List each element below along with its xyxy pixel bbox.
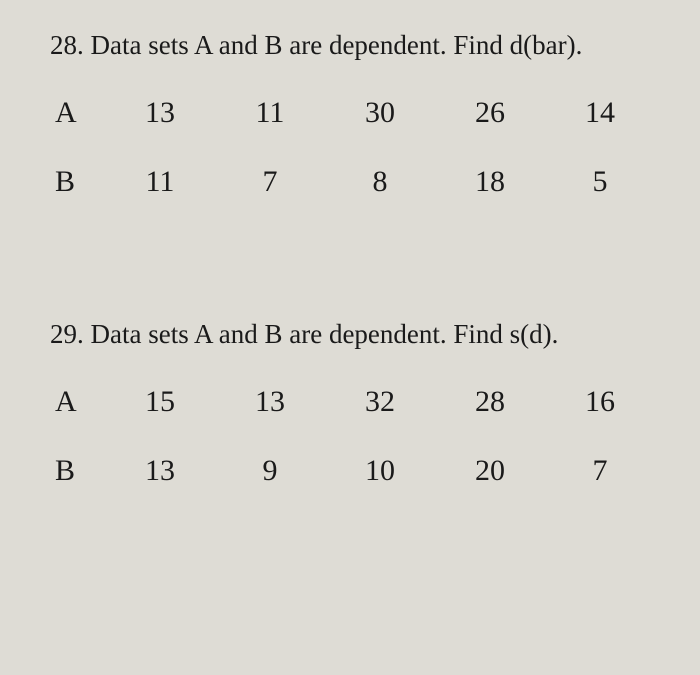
data-cell: 10 <box>325 454 435 488</box>
table-row: B 13 9 10 20 7 <box>45 454 680 488</box>
data-cell: 7 <box>215 165 325 199</box>
data-cell: 28 <box>435 385 545 419</box>
data-cell: 7 <box>545 454 655 488</box>
data-cell: 13 <box>105 96 215 130</box>
row-values: 13 11 30 26 14 <box>105 96 680 130</box>
row-values: 11 7 8 18 5 <box>105 165 680 199</box>
data-cell: 30 <box>325 96 435 130</box>
row-label-b: B <box>45 454 105 488</box>
data-cell: 32 <box>325 385 435 419</box>
data-cell: 15 <box>105 385 215 419</box>
data-cell: 26 <box>435 96 545 130</box>
table-row: B 11 7 8 18 5 <box>45 165 680 199</box>
data-cell: 11 <box>215 96 325 130</box>
question-28-prompt: 28. Data sets A and B are dependent. Fin… <box>20 30 680 61</box>
question-28: 28. Data sets A and B are dependent. Fin… <box>20 30 680 199</box>
question-29: 29. Data sets A and B are dependent. Fin… <box>20 319 680 488</box>
question-29-table: A 15 13 32 28 16 B 13 9 10 20 7 <box>20 385 680 488</box>
row-values: 13 9 10 20 7 <box>105 454 680 488</box>
table-row: A 13 11 30 26 14 <box>45 96 680 130</box>
row-label-a: A <box>45 96 105 130</box>
table-row: A 15 13 32 28 16 <box>45 385 680 419</box>
data-cell: 8 <box>325 165 435 199</box>
question-28-table: A 13 11 30 26 14 B 11 7 8 18 5 <box>20 96 680 199</box>
row-label-b: B <box>45 165 105 199</box>
data-cell: 14 <box>545 96 655 130</box>
data-cell: 18 <box>435 165 545 199</box>
data-cell: 11 <box>105 165 215 199</box>
data-cell: 16 <box>545 385 655 419</box>
question-29-prompt: 29. Data sets A and B are dependent. Fin… <box>20 319 680 350</box>
row-label-a: A <box>45 385 105 419</box>
data-cell: 13 <box>215 385 325 419</box>
row-values: 15 13 32 28 16 <box>105 385 680 419</box>
data-cell: 20 <box>435 454 545 488</box>
data-cell: 9 <box>215 454 325 488</box>
data-cell: 5 <box>545 165 655 199</box>
data-cell: 13 <box>105 454 215 488</box>
